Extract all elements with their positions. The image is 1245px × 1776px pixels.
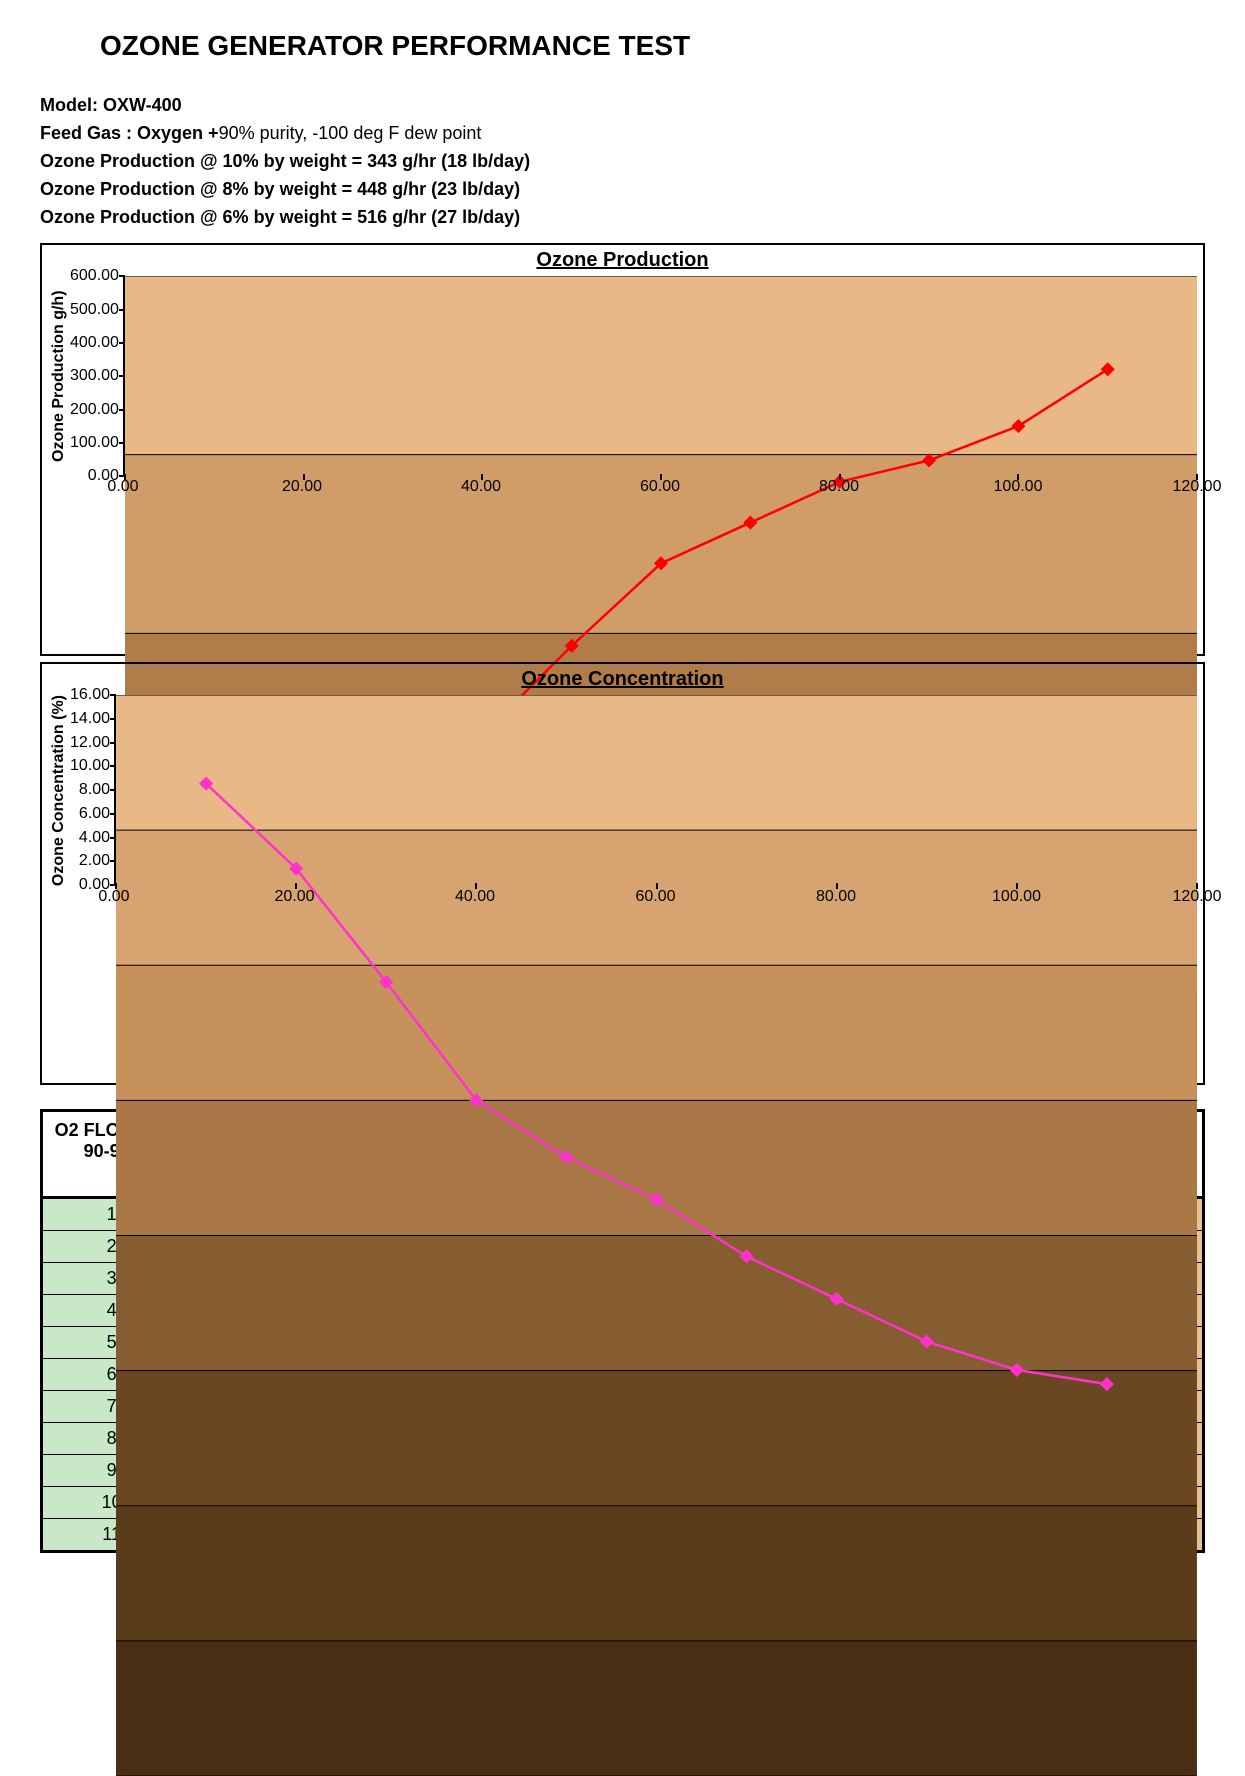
xtick: 40.00 [461,478,501,496]
spec-feedgas: Feed Gas : Oxygen +90% purity, -100 deg … [40,120,1225,148]
spec-feed-label: Feed Gas : Oxygen + [40,123,219,143]
spec-prod6: Ozone Production @ 6% by weight = 516 g/… [40,204,1225,232]
chart-ozone-concentration: Ozone Concentration Ozone Concentration … [40,662,1205,1085]
spec-model-value: OXW-400 [103,95,182,115]
xtick: 80.00 [819,478,859,496]
spec-model-label: Model: [40,95,103,115]
xtick: 60.00 [640,478,680,496]
chart2-ylabel: Ozone Concentration (%) [48,695,70,886]
xtick: 80.00 [816,888,856,906]
chart1-plot [123,276,1197,476]
chart1-yaxis: 600.00500.00400.00300.00200.00100.000.00 [70,276,123,476]
spec-model: Model: OXW-400 [40,92,1225,120]
chart2-yaxis: 16.0014.0012.0010.008.006.004.002.000.00 [70,695,114,885]
chart1-title: Ozone Production [48,249,1197,272]
xtick: 20.00 [274,888,314,906]
chart2-title: Ozone Concentration [48,668,1197,691]
xtick: 120.00 [1173,478,1222,496]
xtick: 100.00 [994,478,1043,496]
spec-prod10: Ozone Production @ 10% by weight = 343 g… [40,148,1225,176]
xtick: 100.00 [992,888,1041,906]
xtick: 0.00 [107,478,138,496]
xtick: 120.00 [1173,888,1222,906]
chart-ozone-production: Ozone Production Ozone Production g/h) 6… [40,243,1205,656]
spec-feed-value: 90% purity, -100 deg F dew point [219,123,482,143]
chart2-plot [114,695,1197,885]
spec-prod8: Ozone Production @ 8% by weight = 448 g/… [40,176,1225,204]
specs-block: Model: OXW-400 Feed Gas : Oxygen +90% pu… [40,92,1225,231]
xtick: 60.00 [635,888,675,906]
xtick: 20.00 [282,478,322,496]
chart2-xaxis: 0.0020.0040.0060.0080.00100.00120.00 [114,888,1197,906]
page-title: OZONE GENERATOR PERFORMANCE TEST [100,30,1225,62]
xtick: 0.00 [98,888,129,906]
chart1-xaxis: 0.0020.0040.0060.0080.00100.00120.00 [123,478,1197,496]
xtick: 40.00 [455,888,495,906]
chart1-ylabel: Ozone Production g/h) [48,276,70,476]
